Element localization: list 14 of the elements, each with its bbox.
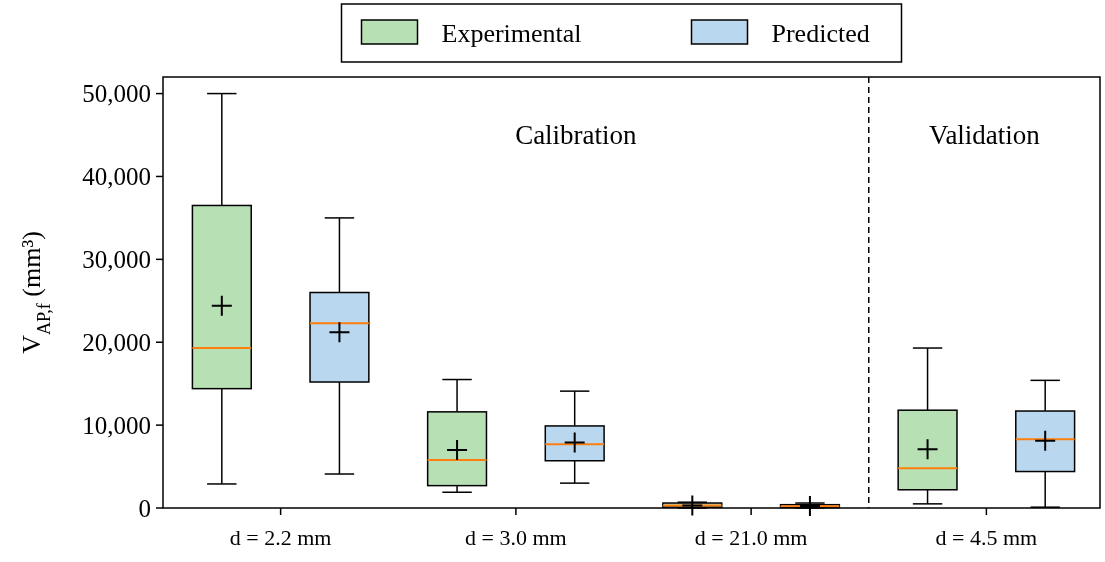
y-tick-label: 40,000 (82, 163, 151, 191)
y-tick-label: 10,000 (82, 411, 151, 439)
y-tick-label: 20,000 (82, 328, 151, 356)
x-tick-label: d = 4.5 mm (935, 525, 1038, 550)
y-tick-label: 50,000 (82, 80, 151, 108)
annotation: Calibration (515, 120, 638, 151)
x-tick-label: d = 2.2 mm (229, 525, 332, 550)
y-tick-label: 0 (138, 494, 151, 522)
x-tick-label: d = 21.0 mm (694, 525, 808, 550)
annotation: Validation (928, 120, 1041, 151)
legend-label: Predicted (771, 19, 870, 49)
x-tick-label: d = 3.0 mm (465, 525, 567, 550)
legend-label: Experimental (441, 19, 582, 49)
y-tick-label: 30,000 (82, 246, 151, 274)
